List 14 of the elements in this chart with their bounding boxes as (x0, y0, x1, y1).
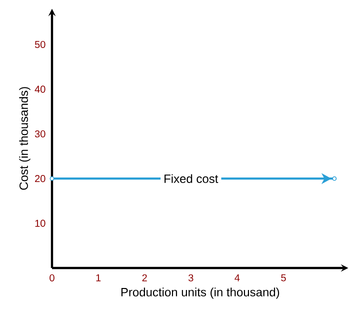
x-tick-label: 2 (142, 274, 147, 282)
y-tick-label: 20 (35, 175, 46, 182)
x-tick-label: 0 (50, 274, 54, 282)
y-tick-label: 10 (35, 220, 46, 227)
x-tick-label: 4 (234, 274, 240, 282)
x-tick-label: 1 (96, 274, 101, 282)
x-tick-label: 3 (188, 274, 194, 282)
x-tick-label: 5 (281, 274, 286, 282)
y-axis-title: Cost (in thousands) (19, 87, 30, 190)
y-tick-label: 50 (34, 40, 46, 48)
y-tick-label: 40 (34, 86, 46, 93)
x-axis-title: Production units (in thousand) (121, 288, 280, 299)
annotation: Fixed cost (164, 174, 218, 183)
y-tick-label: 30 (34, 130, 46, 138)
